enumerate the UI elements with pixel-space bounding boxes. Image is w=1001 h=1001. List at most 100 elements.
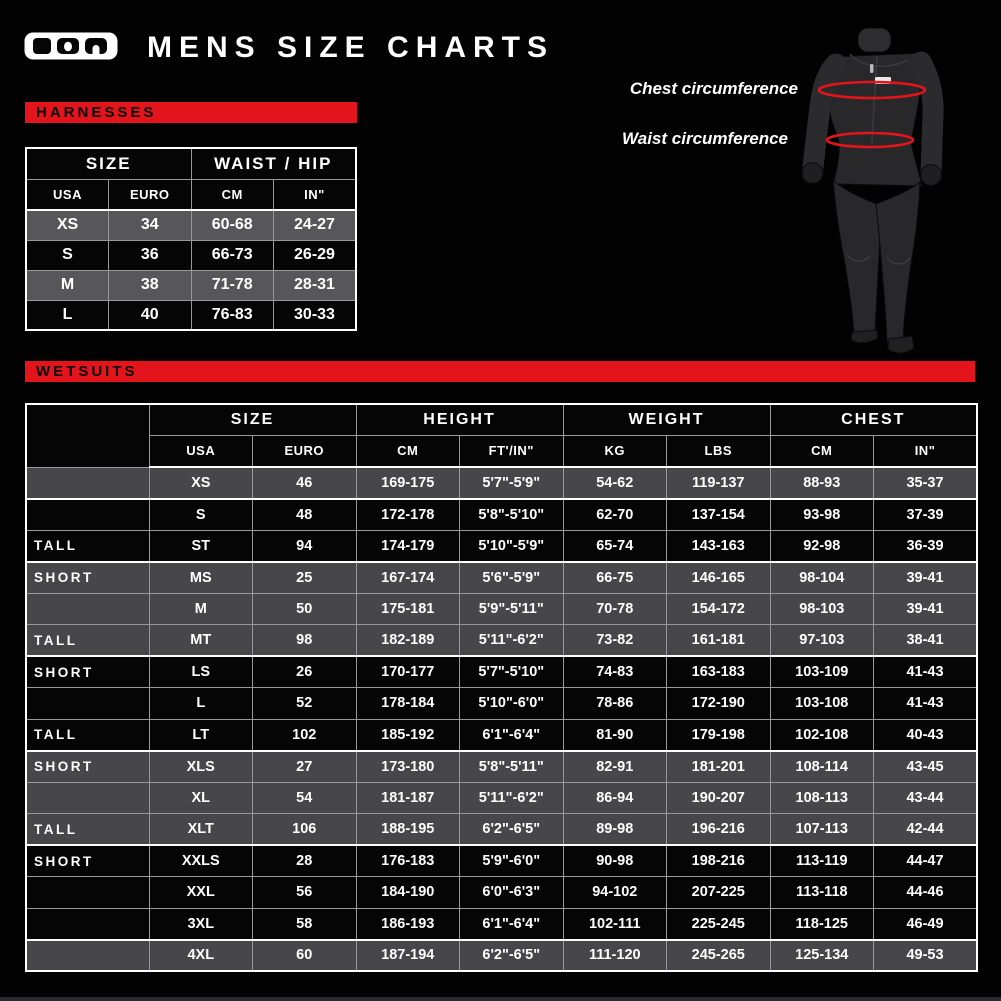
- left-leg: [832, 178, 881, 335]
- table-cell: 43-45: [873, 749, 978, 783]
- table-cell: 5'9"-6'0": [459, 844, 564, 877]
- table-cell: 3XL: [148, 907, 253, 940]
- table-cell: 98: [252, 624, 357, 657]
- column-group-header: SIZE: [25, 147, 192, 180]
- fit-label-cell: SHORT: [25, 749, 150, 783]
- harness-row: M 38 71-78 28-31: [25, 269, 357, 301]
- table-cell: 113-119: [769, 844, 875, 877]
- table-cell: 90-98: [562, 844, 668, 877]
- table-cell: 108-113: [769, 781, 875, 814]
- table-cell: 39-41: [873, 560, 978, 594]
- table-cell: ST: [148, 529, 253, 562]
- wetsuit-row: TALL LT 102 185-192 6'1"-6'4" 81-90 179-…: [25, 718, 978, 751]
- table-cell: 5'11"-6'2": [459, 624, 564, 657]
- table-cell: M: [25, 269, 109, 301]
- table-cell: 60: [252, 938, 357, 972]
- page-title: MENS SIZE CHARTS: [147, 31, 555, 64]
- wetsuit-row: 4XL 60 187-194 6'2"-6'5" 111-120 245-265…: [25, 938, 978, 972]
- table-cell: 5'10"-6'0": [459, 687, 564, 720]
- table-row: SIZE WAIST / HIP: [25, 147, 357, 180]
- column-group-header: WAIST / HIP: [190, 147, 357, 180]
- table-cell: 5'10"-5'9": [459, 529, 564, 562]
- table-cell: 39-41: [873, 592, 978, 625]
- ion-logo: [24, 32, 118, 60]
- bottom-edge-strip: [0, 997, 1001, 1001]
- table-cell: 5'8"-5'11": [459, 749, 564, 783]
- column-header: CM: [769, 434, 875, 468]
- table-cell: XS: [148, 466, 253, 499]
- fit-label-cell: SHORT: [25, 560, 150, 594]
- table-cell: 44-47: [873, 844, 978, 877]
- table-cell: LS: [148, 655, 253, 688]
- table-cell: XXLS: [148, 844, 253, 877]
- table-cell: 78-86: [562, 687, 668, 720]
- column-header: CM: [355, 434, 460, 468]
- table-cell: 108-114: [769, 749, 875, 783]
- table-cell: L: [25, 299, 109, 331]
- table-cell: 88-93: [769, 466, 875, 499]
- table-cell: MT: [148, 624, 253, 657]
- table-cell: 163-183: [666, 655, 771, 688]
- table-cell: 70-78: [562, 592, 668, 625]
- table-cell: 94: [252, 529, 357, 562]
- table-cell: XLS: [148, 749, 253, 783]
- table-cell: 4XL: [148, 938, 253, 972]
- table-cell: 5'7"-5'9": [459, 466, 564, 499]
- fit-label-cell: SHORT: [25, 655, 150, 688]
- table-cell: 5'7"-5'10": [459, 655, 564, 688]
- table-cell: MS: [148, 560, 253, 594]
- column-header: KG: [562, 434, 668, 468]
- table-cell: 102-108: [769, 718, 875, 751]
- table-cell: 36-39: [873, 529, 978, 562]
- collar: [857, 27, 892, 53]
- right-glove: [920, 164, 942, 186]
- table-cell: M: [148, 592, 253, 625]
- table-cell: 184-190: [355, 876, 460, 909]
- table-cell: S: [25, 239, 109, 271]
- fit-column-header: [25, 403, 150, 468]
- table-cell: 44-46: [873, 876, 978, 909]
- table-cell: 27: [252, 749, 357, 783]
- table-cell: 74-83: [562, 655, 668, 688]
- table-cell: 28: [252, 844, 357, 877]
- column-header: USA: [148, 434, 253, 468]
- table-cell: 176-183: [355, 844, 460, 877]
- table-cell: 50: [252, 592, 357, 625]
- table-cell: 41-43: [873, 655, 978, 688]
- table-cell: 185-192: [355, 718, 460, 751]
- table-cell: 30-33: [273, 299, 357, 331]
- harnesses-table: SIZE WAIST / HIP USA EURO CM IN" XS 34 6…: [25, 147, 357, 331]
- fit-label-cell: TALL: [25, 813, 150, 846]
- table-cell: XS: [25, 209, 109, 241]
- wetsuit-row: XL 54 181-187 5'11"-6'2" 86-94 190-207 1…: [25, 781, 978, 814]
- wetsuit-row: TALL ST 94 174-179 5'10"-5'9" 65-74 143-…: [25, 529, 978, 562]
- left-glove: [801, 162, 824, 184]
- harness-row: XS 34 60-68 24-27: [25, 209, 357, 241]
- table-cell: 169-175: [355, 466, 460, 499]
- table-cell: 65-74: [562, 529, 668, 562]
- table-cell: 6'0"-6'3": [459, 876, 564, 909]
- table-cell: 207-225: [666, 876, 771, 909]
- table-cell: 76-83: [190, 299, 274, 331]
- table-cell: 198-216: [666, 844, 771, 877]
- table-cell: 113-118: [769, 876, 875, 909]
- table-cell: 49-53: [873, 938, 978, 972]
- table-cell: XLT: [148, 813, 253, 846]
- fit-label-cell: [25, 687, 150, 720]
- table-cell: 182-189: [355, 624, 460, 657]
- table-cell: 103-109: [769, 655, 875, 688]
- table-cell: 118-125: [769, 907, 875, 940]
- wetsuit-row: XXL 56 184-190 6'0"-6'3" 94-102 207-225 …: [25, 876, 978, 909]
- table-cell: 34: [108, 209, 192, 241]
- table-cell: 37-39: [873, 497, 978, 531]
- fit-label-cell: [25, 907, 150, 940]
- table-cell: 6'1"-6'4": [459, 718, 564, 751]
- table-cell: 73-82: [562, 624, 668, 657]
- column-header: EURO: [108, 178, 192, 211]
- table-cell: 178-184: [355, 687, 460, 720]
- fit-label-cell: SHORT: [25, 844, 150, 877]
- column-group-header: WEIGHT: [562, 403, 771, 436]
- table-cell: 36: [108, 239, 192, 271]
- fit-label-cell: [25, 938, 150, 972]
